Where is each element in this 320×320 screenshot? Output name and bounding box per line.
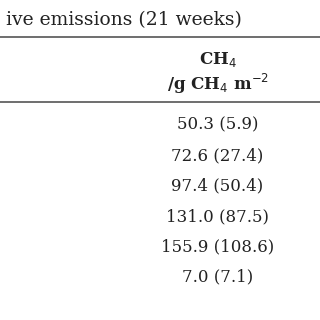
Text: 97.4 (50.4): 97.4 (50.4): [172, 178, 264, 195]
Text: 131.0 (87.5): 131.0 (87.5): [166, 208, 269, 225]
Text: ive emissions (21 weeks): ive emissions (21 weeks): [6, 11, 242, 29]
Text: CH$_4$: CH$_4$: [199, 50, 236, 68]
Text: 50.3 (5.9): 50.3 (5.9): [177, 117, 258, 134]
Text: 72.6 (27.4): 72.6 (27.4): [172, 147, 264, 164]
Text: /g CH$_4$ m$^{-2}$: /g CH$_4$ m$^{-2}$: [167, 72, 268, 96]
Text: 155.9 (108.6): 155.9 (108.6): [161, 238, 274, 255]
Text: 7.0 (7.1): 7.0 (7.1): [182, 269, 253, 286]
